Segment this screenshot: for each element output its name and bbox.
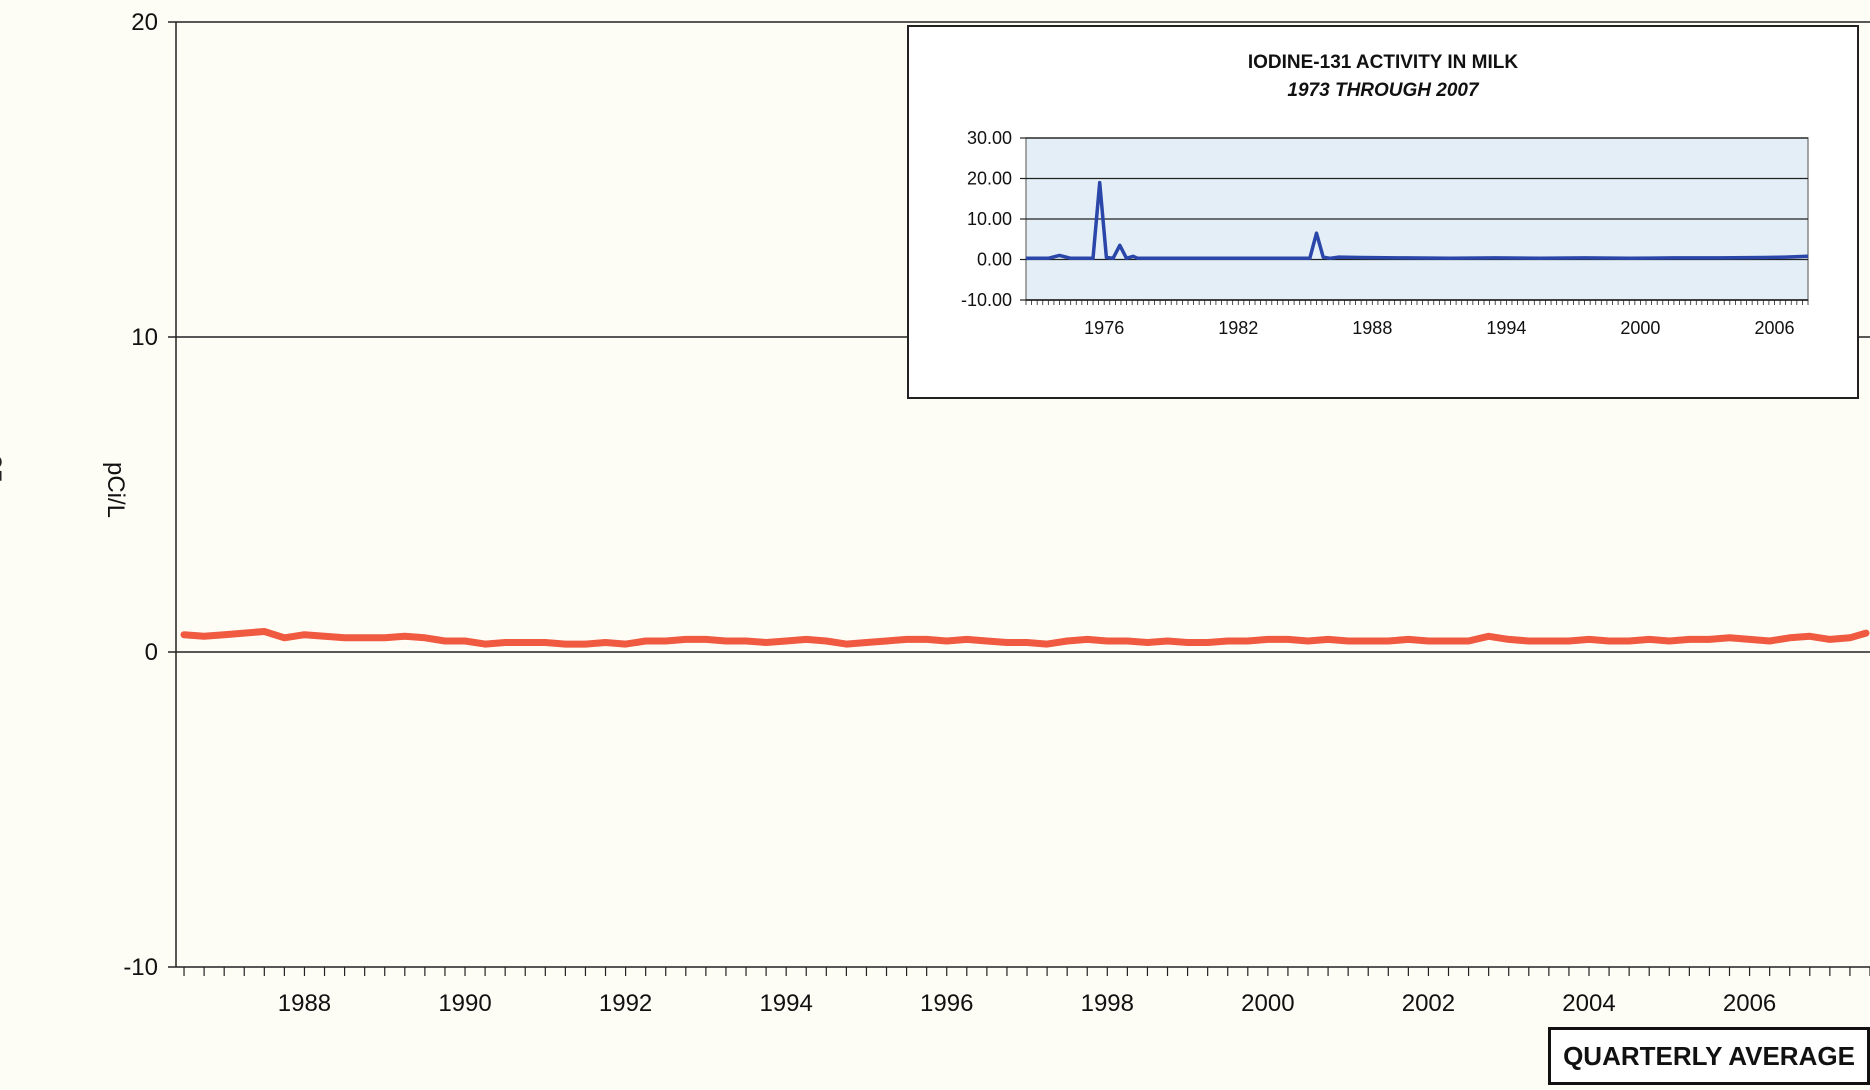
inset-y-tick-label: -10.00 — [961, 290, 1012, 310]
x-tick-label: 2002 — [1402, 990, 1455, 1017]
inset-subtitle: 1973 THROUGH 2007 — [1287, 80, 1480, 101]
x-tick-label: 1990 — [438, 990, 491, 1017]
y-tick-label: 0 — [145, 639, 158, 666]
inset-x-tick-label: 1976 — [1084, 318, 1124, 338]
x-tick-label: 1988 — [278, 990, 331, 1017]
inset-title: IODINE-131 ACTIVITY IN MILK — [1248, 52, 1519, 73]
x-tick-label: 1992 — [599, 990, 652, 1017]
x-tick-label: 2000 — [1241, 990, 1294, 1017]
inset-x-tick-label: 1994 — [1486, 318, 1526, 338]
y-tick-label: 10 — [131, 324, 158, 351]
inset-y-tick-label: 20.00 — [967, 169, 1012, 189]
page-number: 35 — [0, 455, 6, 483]
quarterly-average-label: QUARTERLY AVERAGE — [1548, 1027, 1870, 1085]
x-tick-label: 1996 — [920, 990, 973, 1017]
inset-y-tick-label: 10.00 — [967, 209, 1012, 229]
inset-series-line — [1026, 180, 1809, 261]
x-tick-label: 1994 — [759, 990, 812, 1017]
y-tick-label: -10 — [123, 954, 158, 981]
inset-x-tick-label: 2006 — [1754, 318, 1794, 338]
main-series-line — [180, 628, 1870, 648]
y-axis-label: pCi/L — [102, 462, 129, 518]
inset-x-tick-label: 1982 — [1218, 318, 1258, 338]
y-tick-label: 20 — [131, 9, 158, 36]
inset-y-tick-label: 0.00 — [977, 250, 1012, 270]
inset-chart: IODINE-131 ACTIVITY IN MILK 1973 THROUGH… — [907, 25, 1859, 399]
inset-x-tick-label: 1988 — [1352, 318, 1392, 338]
inset-y-tick-label: 30.00 — [967, 128, 1012, 148]
x-tick-label: 2006 — [1723, 990, 1776, 1017]
inset-x-tick-label: 2000 — [1620, 318, 1660, 338]
x-tick-label: 2004 — [1562, 990, 1615, 1017]
x-tick-label: 1998 — [1081, 990, 1134, 1017]
